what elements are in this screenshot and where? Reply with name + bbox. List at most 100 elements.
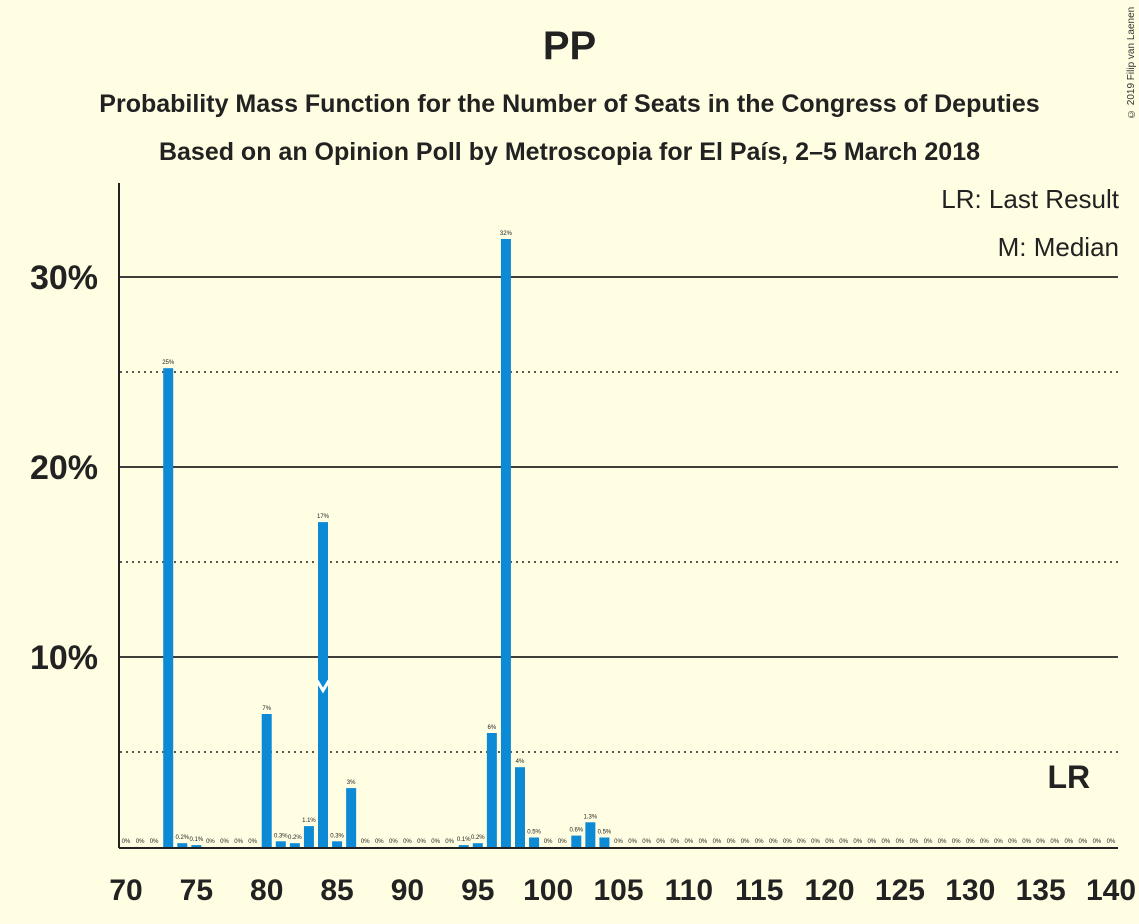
bar-value-label: 0%: [1050, 839, 1059, 845]
bar-value-label: 0%: [952, 839, 961, 845]
bar-value-label: 0%: [1064, 839, 1073, 845]
bar-value-label: 0%: [882, 839, 891, 845]
bar-value-label: 0.3%: [274, 833, 288, 839]
bar-value-label: 0%: [1008, 839, 1017, 845]
y-tick-label: 30%: [30, 259, 98, 297]
x-tick-label: 110: [665, 874, 713, 907]
bar-value-label: 0.1%: [457, 837, 471, 843]
bar: [346, 788, 357, 847]
chart-subtitle-2: Based on an Opinion Poll by Metroscopia …: [158, 138, 981, 166]
legend-last-result: LR: Last Result: [941, 184, 1119, 214]
bar-value-label: 0%: [558, 839, 567, 845]
bar-value-label: 0.3%: [330, 833, 344, 839]
bar-value-label: 6%: [488, 725, 497, 731]
bar: [500, 239, 511, 847]
bar-value-label: 0.5%: [598, 830, 612, 836]
bar-value-label: 0%: [896, 839, 905, 845]
chart-bar-labels: 0% 0% 0%25%0.2% 0.1% 0% 0% 0% 0%7%0.3% 0.2%1.1%1…: [122, 231, 1116, 845]
bar: [529, 837, 540, 847]
bar-value-label: 0%: [811, 839, 820, 845]
bar-value-label: 0%: [670, 839, 679, 845]
bar-value-label: 0.6%: [569, 828, 583, 834]
bar: [275, 841, 286, 847]
bar-value-label: 0%: [206, 839, 215, 845]
bar-value-label: 0%: [825, 839, 834, 845]
chart-axes: 10% 20% 30% 70 75 80 85 90 95 100 105 110 115 120 125 1…: [30, 183, 1136, 907]
bar-value-label: 1.3%: [584, 814, 598, 820]
bar-value-label: 0%: [699, 839, 708, 845]
bar: [163, 368, 174, 847]
median-marker: [315, 679, 331, 694]
y-tick-label: 10%: [30, 639, 98, 677]
x-tick-label: 90: [391, 874, 424, 907]
bar-value-label: 0.2%: [175, 835, 189, 841]
bar: [571, 835, 582, 847]
bar-value-label: 7%: [262, 706, 271, 712]
bar-value-label: 0%: [727, 839, 736, 845]
bar-value-label: 32%: [500, 231, 513, 237]
bar-value-label: 0%: [375, 839, 384, 845]
bar-value-label: 0%: [980, 839, 989, 845]
bar: [318, 522, 328, 847]
x-tick-label: 75: [180, 874, 213, 907]
bar-value-label: 0%: [938, 839, 947, 845]
bar-value-label: 4%: [516, 759, 525, 765]
bar-value-label: 0%: [966, 839, 975, 845]
bar-value-label: 0%: [361, 839, 370, 845]
bar-value-label: 0%: [1093, 839, 1102, 845]
bar: [458, 845, 469, 847]
bar-value-label: 0%: [1079, 839, 1088, 845]
bar-value-label: 0%: [628, 839, 637, 845]
bar: [289, 843, 300, 847]
bar-value-label: 0.2%: [288, 835, 302, 841]
x-tick-label: 120: [805, 874, 855, 907]
bar-value-label: 0%: [1036, 839, 1045, 845]
bar-value-label: 0%: [642, 839, 651, 845]
bar-value-label: 0%: [234, 839, 243, 845]
bar-value-label: 3%: [347, 780, 356, 786]
bar-value-label: 0%: [713, 839, 722, 845]
bar-value-label: 0%: [994, 839, 1003, 845]
bar: [303, 826, 314, 847]
bar-value-label: 0%: [769, 839, 778, 845]
x-tick-label: 115: [735, 874, 783, 907]
x-tick-label: 130: [945, 874, 995, 907]
x-tick-label: 70: [109, 874, 142, 907]
bar-value-label: 0%: [853, 839, 862, 845]
chart-gridlines: [120, 276, 1118, 753]
bar: [191, 845, 202, 847]
bar: [261, 714, 272, 847]
y-tick-label: 20%: [30, 449, 98, 487]
bar-value-label: 0%: [656, 839, 665, 845]
bar: [472, 843, 483, 847]
bar-value-label: 1.1%: [302, 818, 316, 824]
bar: [599, 837, 610, 847]
bar-value-label: 0%: [150, 839, 159, 845]
chart-title: PP: [542, 24, 597, 68]
chart-bars: [163, 239, 610, 847]
bar: [486, 733, 497, 847]
bar-value-label: 0%: [445, 839, 454, 845]
bar-value-label: 0%: [741, 839, 750, 845]
x-tick-label: 135: [1016, 874, 1066, 907]
bar-value-label: 0%: [797, 839, 806, 845]
bar-value-label: 0%: [136, 839, 145, 845]
bar-value-label: 0%: [220, 839, 229, 845]
bar-value-label: 0.2%: [471, 835, 485, 841]
bar-value-label: 0%: [839, 839, 848, 845]
bar: [585, 822, 596, 847]
bar-value-label: 25%: [162, 360, 175, 366]
bar-value-label: 0%: [389, 839, 398, 845]
bar-value-label: 0%: [403, 839, 412, 845]
bar-value-label: 0%: [910, 839, 919, 845]
bar-value-label: 0%: [544, 839, 553, 845]
bar-value-label: 0%: [1107, 839, 1116, 845]
bar-value-label: 0%: [867, 839, 876, 845]
x-tick-label: 80: [250, 874, 283, 907]
x-tick-label: 105: [593, 874, 643, 907]
bar-value-label: 0%: [755, 839, 764, 845]
bar-value-label: 0%: [783, 839, 792, 845]
bar-value-label: 0.1%: [190, 837, 204, 843]
bar: [177, 843, 188, 847]
